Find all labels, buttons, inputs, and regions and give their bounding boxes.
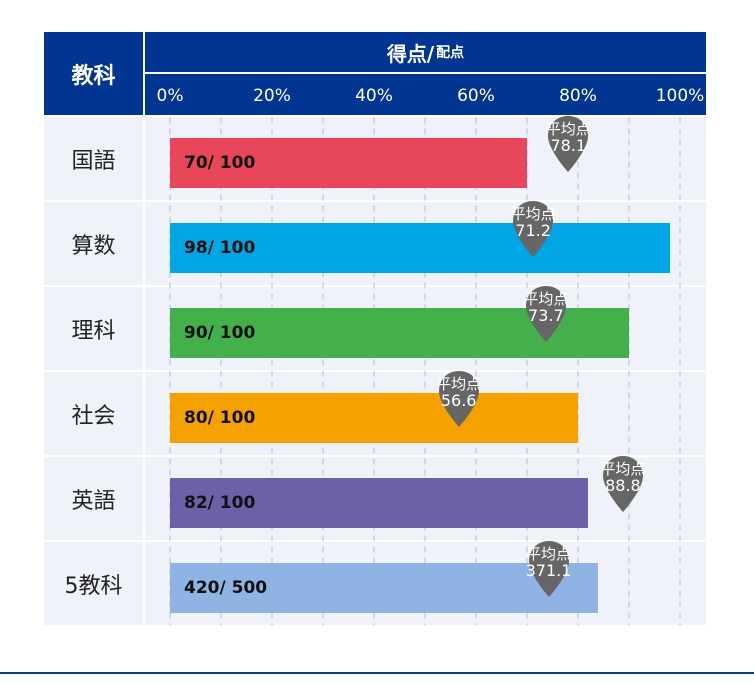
x-axis: 0% 20% 40% 60% 80% 100% bbox=[145, 74, 706, 115]
subject-label: 算数 bbox=[44, 202, 143, 285]
average-marker: 平均点 88.8 bbox=[600, 454, 646, 516]
x-tick-label: 0% bbox=[156, 86, 184, 106]
average-value: 73.7 bbox=[528, 306, 564, 325]
average-marker: 平均点 371.1 bbox=[526, 539, 572, 601]
score-label: 70/ 100 bbox=[184, 153, 256, 173]
average-label: 平均点 bbox=[523, 290, 569, 308]
average-value: 78.1 bbox=[550, 136, 587, 155]
average-marker: 平均点 56.6 bbox=[436, 369, 482, 431]
average-label: 平均点 bbox=[526, 545, 572, 563]
average-value: 56.6 bbox=[440, 391, 477, 410]
map-pin-icon bbox=[602, 456, 643, 512]
x-tick-label: 20% bbox=[253, 86, 291, 106]
average-label: 平均点 bbox=[600, 460, 646, 478]
map-pin-icon bbox=[513, 201, 554, 257]
x-tick-label: 80% bbox=[559, 86, 597, 106]
score-header-sub: 配点 bbox=[436, 45, 465, 61]
average-value: 88.8 bbox=[605, 476, 641, 495]
x-tick-label: 60% bbox=[457, 86, 495, 106]
average-value: 71.2 bbox=[515, 221, 551, 240]
gridlines bbox=[169, 117, 681, 626]
map-pin-icon bbox=[548, 116, 589, 172]
score-header-label: 得点/ bbox=[386, 41, 435, 66]
map-pin-icon bbox=[438, 371, 479, 427]
score-bar: 98/ 100 bbox=[170, 223, 670, 273]
score-label: 82/ 100 bbox=[184, 493, 256, 513]
average-marker: 平均点 73.7 bbox=[523, 284, 569, 346]
average-label: 平均点 bbox=[545, 120, 591, 138]
subject-label: 理科 bbox=[44, 287, 143, 370]
score-label: 420/ 500 bbox=[184, 578, 268, 598]
average-marker: 平均点 78.1 bbox=[545, 114, 591, 176]
x-tick-label: 100% bbox=[655, 86, 705, 106]
map-pin-icon bbox=[528, 541, 569, 597]
average-value: 371.1 bbox=[525, 561, 572, 580]
score-header: 得点/配点 bbox=[145, 32, 706, 72]
x-tick-label: 40% bbox=[355, 86, 393, 106]
score-label: 80/ 100 bbox=[184, 408, 256, 428]
subject-header: 教科 bbox=[44, 32, 143, 115]
average-label: 平均点 bbox=[510, 205, 556, 223]
bottom-rule bbox=[0, 672, 754, 674]
score-bar: 70/ 100 bbox=[170, 138, 527, 188]
subject-label: 国語 bbox=[44, 117, 143, 200]
subject-label: 5教科 bbox=[44, 542, 143, 625]
subject-label: 英語 bbox=[44, 457, 143, 540]
score-bar: 82/ 100 bbox=[170, 478, 589, 528]
subject-label: 社会 bbox=[44, 372, 143, 455]
score-chart: 教科 得点/配点 0% 20% 40% 60% 80% 100% 国語 算数 理科 社会 英語 5教… bbox=[44, 32, 706, 626]
score-bar: 80/ 100 bbox=[170, 393, 578, 443]
score-label: 98/ 100 bbox=[184, 238, 256, 258]
average-marker: 平均点 71.2 bbox=[510, 199, 556, 261]
map-pin-icon bbox=[525, 286, 566, 342]
score-bar: 420/ 500 bbox=[170, 563, 599, 613]
score-label: 90/ 100 bbox=[184, 323, 256, 343]
average-label: 平均点 bbox=[436, 375, 482, 393]
